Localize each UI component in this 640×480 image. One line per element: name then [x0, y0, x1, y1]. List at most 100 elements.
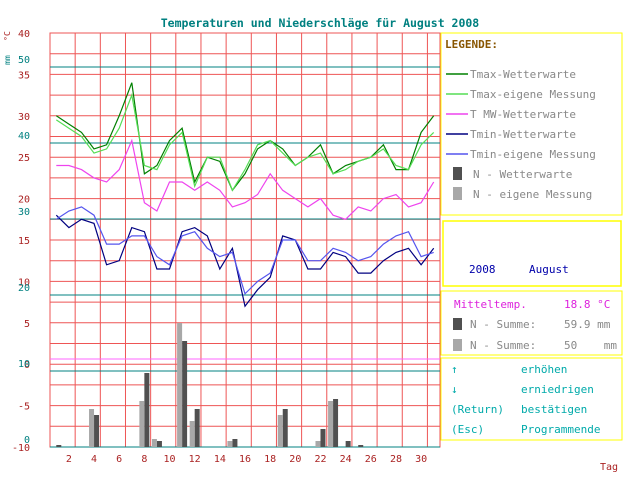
plot-grid: [49, 32, 441, 448]
precip-bars: [56, 323, 364, 447]
x-tick-label: 24: [340, 454, 352, 465]
temp-tick-label: 10: [18, 277, 30, 288]
x-axis-unit: Tag: [600, 462, 618, 473]
sum1-label: N - Summe:: [470, 318, 536, 331]
precip-bar-station: [320, 429, 326, 447]
legend-item-label: Tmax-Wetterwarte: [470, 68, 576, 81]
precip-unit-label: mm: [3, 55, 12, 65]
precip-bar-own: [151, 439, 157, 447]
increase-hint: erhöhen: [521, 363, 567, 376]
legend-bar-swatch: [453, 187, 462, 200]
temp-tick-label: 5: [24, 319, 30, 330]
legend-item-label: N - Wetterwarte: [473, 168, 572, 181]
precip-bar-own: [189, 421, 195, 447]
temp-tick-label: 25: [18, 153, 30, 164]
precip-bar-station: [232, 439, 238, 447]
temp-tick-label: -5: [18, 402, 30, 413]
stats-border: [440, 290, 623, 356]
temp-tick-label: -10: [12, 443, 30, 454]
x-tick-label: 26: [365, 454, 377, 465]
x-axis-ticks: 2 4 6 8 10 12 14 16 18 20 22 24 26 28 30: [66, 454, 427, 465]
legend-border: [440, 32, 623, 216]
x-tick-label: 4: [91, 454, 97, 465]
period-border: [442, 220, 622, 287]
precip-bar-own: [277, 415, 283, 447]
precip-bar-station: [94, 415, 100, 447]
precip-bar-station: [182, 341, 188, 447]
precip-tick-label: 50: [18, 55, 30, 66]
temp-tick-label: 15: [18, 236, 30, 247]
temp-tick-label: 30: [18, 112, 30, 123]
esc-key-label: (Esc): [451, 423, 484, 436]
precip-bar-station: [358, 445, 364, 447]
precip-bar-station: [194, 409, 200, 447]
precip-bar-station: [56, 445, 62, 447]
precip-bar-own: [139, 401, 145, 447]
precip-bar-station: [345, 441, 351, 447]
precip-bar-station: [144, 373, 150, 447]
temp-unit-label: °C: [3, 31, 12, 41]
chart-title: Temperaturen und Niederschläge für Augus…: [161, 16, 480, 30]
decrease-hint: erniedrigen: [521, 383, 594, 396]
precip-bar-station: [282, 409, 288, 447]
period-month: August: [529, 263, 569, 276]
legend-heading: LEGENDE:: [445, 38, 498, 51]
x-tick-label: 16: [239, 454, 251, 465]
temp-tick-label: 20: [18, 195, 30, 206]
x-tick-label: 10: [163, 454, 175, 465]
precip-bar-own: [177, 323, 183, 447]
x-tick-label: 6: [116, 454, 122, 465]
legend-panel: LEGENDE: Tmax-Wetterwarte Tmax-eigene Mes…: [440, 32, 623, 216]
precip-tick-label: 10: [18, 359, 30, 370]
temp-series-line: [55, 92, 435, 192]
x-tick-label: 30: [415, 454, 427, 465]
sum1-swatch: [453, 318, 462, 330]
precip-bar-own: [315, 441, 321, 447]
up-arrow-icon: ↑: [451, 363, 458, 376]
precip-tick-label: 0: [24, 435, 30, 446]
x-tick-label: 2: [66, 454, 72, 465]
precip-bar-own: [227, 441, 233, 447]
precip-tick-label: 20: [18, 283, 30, 294]
precip-bar-own: [328, 401, 334, 447]
period-panel: 2008 August: [442, 220, 622, 287]
x-tick-label: 28: [390, 454, 402, 465]
legend-item-label: Tmin-eigene Messung: [470, 148, 596, 161]
precip-tick-label: 30: [18, 207, 30, 218]
temp-tick-label: 40: [18, 29, 30, 40]
precip-bar-own: [89, 409, 95, 447]
help-panel: ↑ erhöhen ↓ erniedrigen (Return) bestäti…: [440, 357, 623, 441]
precip-tick-label: 40: [18, 131, 30, 142]
temp-lines: [55, 82, 435, 308]
temp-series-line: [55, 206, 434, 295]
precip-bar-station: [156, 441, 162, 447]
precip-bar-station: [333, 399, 339, 447]
temp-series-line: [55, 214, 435, 308]
return-key-label: (Return): [451, 403, 504, 416]
legend-bar-swatch: [453, 167, 462, 180]
exit-hint: Programmende: [521, 423, 600, 436]
legend-item-label: N - eigene Messung: [473, 188, 592, 201]
sum2-swatch: [453, 339, 462, 351]
x-tick-label: 20: [289, 454, 301, 465]
sum1-value: 59.9 mm: [564, 318, 611, 331]
legend-item-label: Tmin-Wetterwarte: [470, 128, 576, 141]
confirm-hint: bestätigen: [521, 403, 587, 416]
sum2-label: N - Summe:: [470, 339, 536, 352]
temp-series-line: [56, 138, 435, 220]
period-year: 2008: [469, 263, 496, 276]
x-tick-label: 22: [314, 454, 326, 465]
help-border: [440, 357, 623, 441]
temp-tick-label: 35: [18, 70, 30, 81]
mean-temp-value: 18.8 °C: [564, 298, 610, 311]
legend-item-label: Tmax-eigene Messung: [470, 88, 596, 101]
x-tick-label: 14: [214, 454, 226, 465]
mean-temp-label: Mitteltemp.: [454, 298, 527, 311]
legend-item-label: T MW-Wetterwarte: [470, 108, 576, 121]
x-tick-label: 8: [141, 454, 147, 465]
down-arrow-icon: ↓: [451, 383, 458, 396]
x-tick-label: 18: [264, 454, 276, 465]
temp-tick-label: 0: [24, 360, 30, 371]
